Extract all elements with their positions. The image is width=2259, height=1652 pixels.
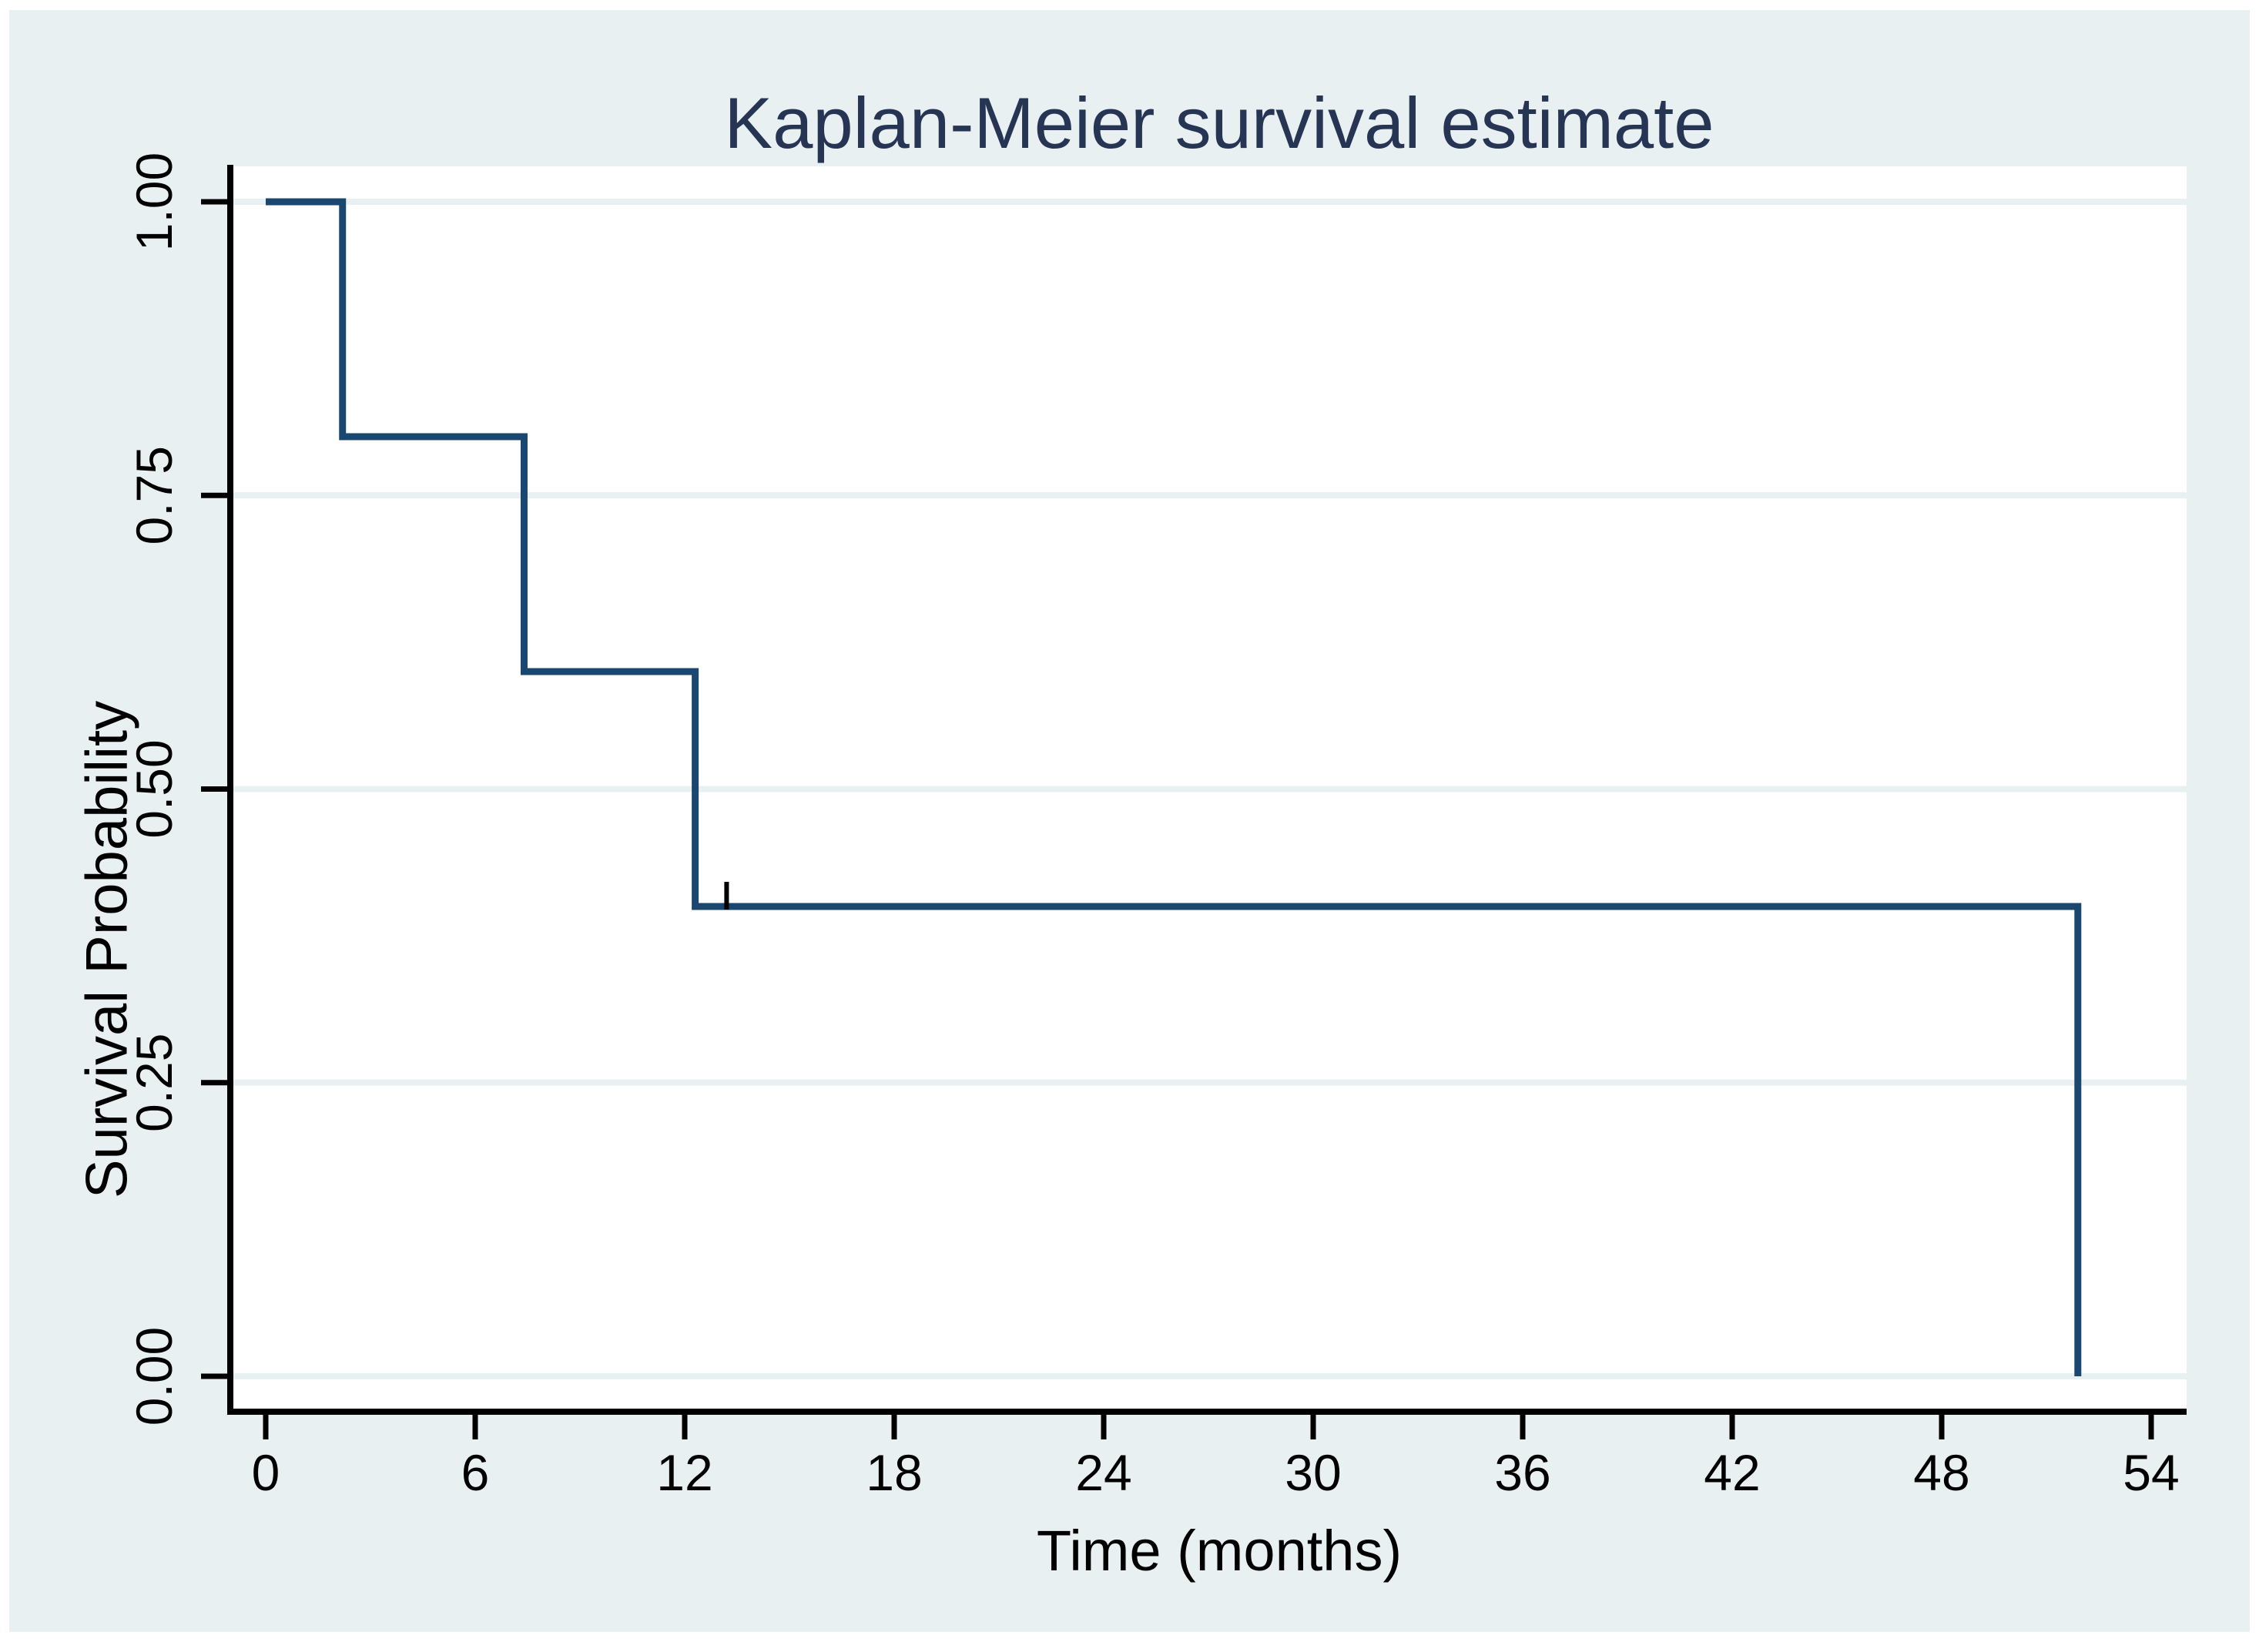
x-tick-label: 36 (1494, 1444, 1550, 1501)
y-tick-label: 1.00 (126, 152, 183, 251)
x-tick-label: 48 (1913, 1444, 1969, 1501)
x-tick-label: 6 (461, 1444, 490, 1501)
x-tick-label: 12 (656, 1444, 712, 1501)
y-tick-label: 0.50 (126, 739, 183, 838)
survival-curve (266, 198, 2082, 1376)
y-tick-label: 0.25 (126, 1034, 183, 1132)
chart-title: Kaplan-Meier survival estimate (724, 82, 1714, 163)
x-tick-label: 0 (252, 1444, 280, 1501)
x-tick-label: 18 (866, 1444, 922, 1501)
x-tick-label: 54 (2123, 1444, 2179, 1501)
x-axis-title: Time (months) (1036, 1519, 1403, 1583)
x-tick-label: 42 (1704, 1444, 1760, 1501)
y-tick-label: 0.75 (126, 446, 183, 545)
x-tick-label: 30 (1285, 1444, 1341, 1501)
x-tick-label: 24 (1075, 1444, 1131, 1501)
y-tick-label: 0.00 (126, 1327, 183, 1426)
